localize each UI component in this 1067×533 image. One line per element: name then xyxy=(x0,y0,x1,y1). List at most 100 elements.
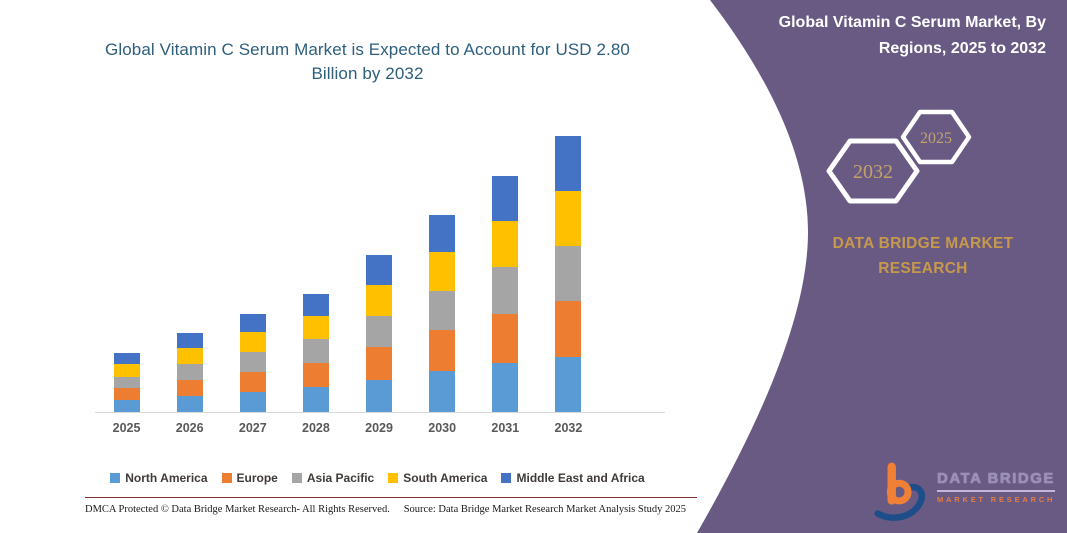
brand-line1: DATA BRIDGE MARKET xyxy=(832,235,1014,252)
hexagon-2025 xyxy=(900,109,972,165)
x-axis-label-2027: 2027 xyxy=(238,421,267,435)
bar-group-2032 xyxy=(537,133,600,412)
footer: DMCA Protected © Data Bridge Market Rese… xyxy=(85,504,686,515)
bar-segment-south-america xyxy=(239,332,266,352)
bar-segment-europe xyxy=(366,347,393,380)
bar-segment-asia-pacific xyxy=(492,267,519,315)
bar-segment-south-america xyxy=(302,315,329,340)
x-axis-label-2028: 2028 xyxy=(302,421,330,435)
bar-segment-middle-east-and-africa xyxy=(113,353,140,364)
bar-segment-europe xyxy=(239,371,266,393)
panel-background xyxy=(697,0,1067,533)
hexagon-2032 xyxy=(826,138,920,204)
bar-segment-north-america xyxy=(176,396,203,412)
logo-name: DATA BRIDGE xyxy=(937,470,1056,492)
bar-segment-north-america xyxy=(555,356,582,412)
bar-segment-south-america xyxy=(429,252,456,291)
bar-group-2025 xyxy=(95,133,158,412)
bar-segment-europe xyxy=(555,300,582,357)
bar-segment-north-america xyxy=(239,392,266,412)
bar-segment-europe xyxy=(302,362,329,388)
stacked-bar-2031 xyxy=(492,175,519,412)
bar-group-2030 xyxy=(411,133,474,412)
bar-segment-middle-east-and-africa xyxy=(429,215,456,253)
bar-group-2028 xyxy=(284,133,347,412)
logo-text: DATA BRIDGE MARKET RESEARCH xyxy=(937,470,1056,504)
bar-group-2027 xyxy=(221,133,284,412)
bar-segment-asia-pacific xyxy=(239,351,266,372)
x-axis-label-2030: 2030 xyxy=(428,421,457,435)
bar-segment-south-america xyxy=(113,363,140,377)
x-axis-label-2029: 2029 xyxy=(365,421,393,435)
legend-label-europe: Europe xyxy=(236,471,278,485)
legend-label-middle-east-and-africa: Middle East and Africa xyxy=(516,471,645,485)
bar-segment-europe xyxy=(429,330,456,371)
bar-group-2029 xyxy=(348,133,411,412)
bar-segment-north-america xyxy=(429,370,456,412)
bar-segment-asia-pacific xyxy=(366,315,393,347)
hexagon-2032-label: 2032 xyxy=(853,161,893,183)
legend-swatch-south-america xyxy=(388,473,399,483)
stacked-bar-2028 xyxy=(302,293,329,412)
legend-label-asia-pacific: Asia Pacific xyxy=(306,471,375,485)
x-axis-label-2025: 2025 xyxy=(112,421,141,435)
legend-label-north-america: North America xyxy=(125,471,208,485)
stacked-bar-2026 xyxy=(176,333,203,412)
legend-swatch-asia-pacific xyxy=(291,473,302,483)
logo-mark-icon xyxy=(874,462,926,521)
bar-segment-asia-pacific xyxy=(176,363,203,380)
bar-segment-south-america xyxy=(366,285,393,316)
bar-segment-asia-pacific xyxy=(113,376,140,389)
bar-segment-middle-east-and-africa xyxy=(176,333,203,348)
panel-title: Global Vitamin C Serum Market, By Region… xyxy=(778,14,1046,57)
legend-swatch-europe xyxy=(221,473,232,483)
legend-swatch-north-america xyxy=(110,473,121,483)
dmca-text: DMCA Protected © Data Bridge Market Rese… xyxy=(85,504,390,515)
bar-segment-middle-east-and-africa xyxy=(366,254,393,285)
chart-title: Global Vitamin C Serum Market is Expecte… xyxy=(105,40,630,83)
legend-swatch-middle-east-and-africa xyxy=(501,473,512,483)
bar-segment-middle-east-and-africa xyxy=(555,136,582,192)
bar-segment-europe xyxy=(113,388,140,401)
legend-item-middle-east-and-africa: Middle East and Africa xyxy=(501,471,645,485)
legend-item-asia-pacific: Asia Pacific xyxy=(291,471,375,485)
bar-segment-north-america xyxy=(366,379,393,412)
stacked-bar-2032 xyxy=(555,136,582,412)
bar-segment-north-america xyxy=(302,387,329,412)
x-axis-label-2026: 2026 xyxy=(175,421,204,435)
bar-segment-south-america xyxy=(555,191,582,246)
bars-row xyxy=(95,133,600,412)
bar-segment-south-america xyxy=(176,347,203,364)
stacked-bar-2025 xyxy=(113,353,140,412)
x-axis-label-2032: 2032 xyxy=(554,421,583,435)
brand-text: DATA BRIDGE MARKET RESEARCH xyxy=(772,231,1067,281)
chart-legend: North America Europe Asia Pacific South Ame… xyxy=(85,471,670,485)
stacked-bar-2027 xyxy=(239,313,266,412)
bar-group-2031 xyxy=(474,133,537,412)
data-bridge-logo: DATA BRIDGE MARKET RESEARCH xyxy=(874,461,1056,525)
legend-label-south-america: South America xyxy=(403,471,488,485)
bar-segment-north-america xyxy=(113,400,140,412)
stacked-bar-2029 xyxy=(366,254,393,412)
source-text: Source: Data Bridge Market Research Mark… xyxy=(403,504,686,515)
bar-segment-south-america xyxy=(492,220,519,268)
bar-segment-europe xyxy=(492,314,519,363)
bar-segment-europe xyxy=(176,379,203,397)
stacked-bar-chart xyxy=(95,133,665,413)
legend-item-north-america: North America xyxy=(110,471,208,485)
bar-segment-asia-pacific xyxy=(429,290,456,331)
brand-line2: RESEARCH xyxy=(878,260,968,277)
x-axis-label-2031: 2031 xyxy=(491,421,520,435)
legend-item-europe: Europe xyxy=(221,471,278,485)
bar-segment-middle-east-and-africa xyxy=(239,313,266,333)
legend-item-south-america: South America xyxy=(388,471,487,485)
bar-segment-middle-east-and-africa xyxy=(492,175,519,221)
logo-subtitle: MARKET RESEARCH xyxy=(937,495,1056,504)
x-axis-line xyxy=(95,412,665,413)
hexagon-2025-label: 2025 xyxy=(920,130,952,147)
x-axis-labels: 2025 2026 2027 2028 2029 2030 2031 2032 xyxy=(95,421,600,435)
bar-group-2026 xyxy=(158,133,221,412)
bar-segment-middle-east-and-africa xyxy=(302,293,329,316)
